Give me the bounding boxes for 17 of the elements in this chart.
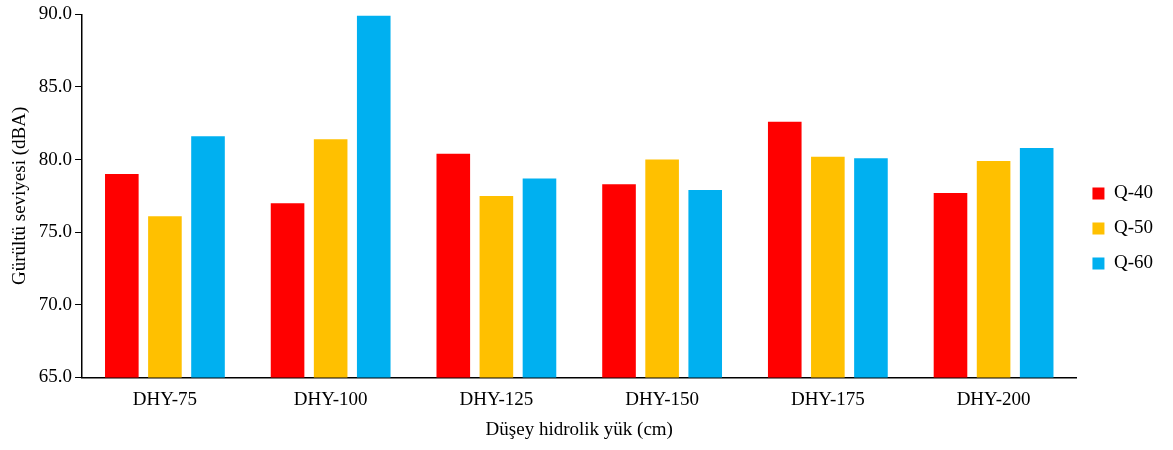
x-tick-label: DHY-75 xyxy=(132,387,198,409)
legend-label: Q-60 xyxy=(1113,251,1154,273)
x-tick-label: DHY-200 xyxy=(956,387,1031,409)
y-tick-label: 65.0 xyxy=(38,365,73,387)
y-axis-title: Gürültü seviyesi (dBA) xyxy=(8,106,31,286)
y-tick-label: 90.0 xyxy=(38,2,73,24)
x-tick-label: DHY-100 xyxy=(293,387,368,409)
y-tick-label: 85.0 xyxy=(38,74,73,96)
x-tick-label: DHY-175 xyxy=(790,387,865,409)
y-tick-label: 70.0 xyxy=(38,292,73,314)
y-tick-label: 80.0 xyxy=(38,147,73,169)
x-tick-label: DHY-150 xyxy=(625,387,700,409)
y-tick-label: 75.0 xyxy=(38,220,73,242)
legend-label: Q-50 xyxy=(1113,216,1154,238)
x-axis-title: Düşey hidrolik yük (cm) xyxy=(485,417,673,440)
x-tick-label: DHY-125 xyxy=(459,387,534,409)
legend-label: Q-40 xyxy=(1113,181,1154,203)
